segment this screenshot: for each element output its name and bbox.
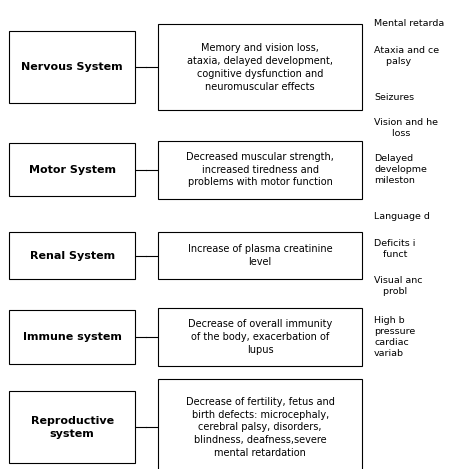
FancyBboxPatch shape [158, 25, 363, 110]
FancyBboxPatch shape [9, 232, 135, 279]
FancyBboxPatch shape [158, 308, 363, 366]
Text: Vision and he
      loss: Vision and he loss [374, 118, 438, 138]
Text: Mental retarda: Mental retarda [374, 19, 444, 28]
Text: Reproductive
system: Reproductive system [30, 416, 114, 439]
Text: Immune system: Immune system [23, 332, 121, 342]
Text: Memory and vision loss,
ataxia, delayed development,
cognitive dysfunction and
n: Memory and vision loss, ataxia, delayed … [187, 43, 333, 91]
Text: Decrease of overall immunity
of the body, exacerbation of
lupus: Decrease of overall immunity of the body… [188, 319, 332, 355]
Text: Deficits i
   funct: Deficits i funct [374, 238, 415, 259]
Text: Language d: Language d [374, 211, 430, 220]
FancyBboxPatch shape [158, 141, 363, 199]
Text: Delayed
developme
mileston: Delayed developme mileston [374, 154, 427, 185]
Text: Increase of plasma creatinine
level: Increase of plasma creatinine level [188, 244, 333, 267]
FancyBboxPatch shape [9, 392, 135, 464]
Text: Decrease of fertility, fetus and
birth defects: microcephaly,
cerebral palsy, di: Decrease of fertility, fetus and birth d… [186, 397, 335, 458]
Text: Decreased muscular strength,
increased tiredness and
problems with motor functio: Decreased muscular strength, increased t… [186, 152, 334, 187]
FancyBboxPatch shape [158, 232, 363, 279]
Text: Motor System: Motor System [28, 164, 116, 174]
FancyBboxPatch shape [9, 31, 135, 103]
Text: High b
pressure
cardiac
variab: High b pressure cardiac variab [374, 316, 415, 358]
Text: Renal System: Renal System [29, 251, 115, 261]
Text: Seizures: Seizures [374, 93, 414, 102]
FancyBboxPatch shape [9, 310, 135, 364]
Text: Ataxia and ce
    palsy: Ataxia and ce palsy [374, 46, 439, 66]
FancyBboxPatch shape [9, 143, 135, 196]
FancyBboxPatch shape [158, 379, 363, 474]
Text: Visual anc
   probl: Visual anc probl [374, 276, 422, 296]
Text: Nervous System: Nervous System [21, 63, 123, 73]
